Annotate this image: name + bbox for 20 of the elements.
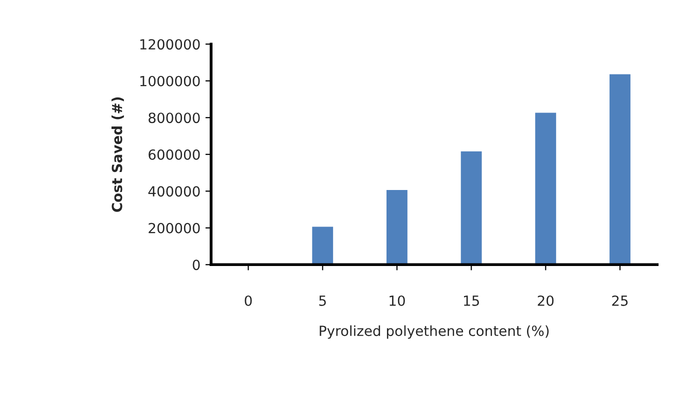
bar: [385, 188, 409, 265]
y-tick-label: 800000: [148, 112, 200, 124]
bar: [310, 225, 334, 265]
y-tick-label: 1200000: [140, 39, 200, 50]
y-tick-label: 200000: [148, 222, 200, 234]
y-tick-label: 600000: [148, 149, 200, 160]
x-tick-label: 15: [464, 296, 479, 306]
y-tick-label: 1000000: [140, 76, 200, 86]
y-tick-label: 400000: [148, 186, 200, 197]
y-axis-title: Cost Saved (#): [112, 97, 124, 212]
bar: [534, 111, 558, 265]
x-tick-label: 5: [319, 296, 326, 306]
x-tick-label: 10: [390, 295, 405, 306]
bar: [459, 150, 484, 265]
x-axis-title: Pyrolized polyethene content (%): [320, 325, 549, 339]
bar: [608, 72, 632, 265]
x-tick-label: 25: [612, 295, 628, 306]
x-tick-label: 20: [538, 295, 554, 306]
y-tick-label: 0: [192, 260, 200, 270]
x-tick-label: 0: [244, 295, 252, 306]
